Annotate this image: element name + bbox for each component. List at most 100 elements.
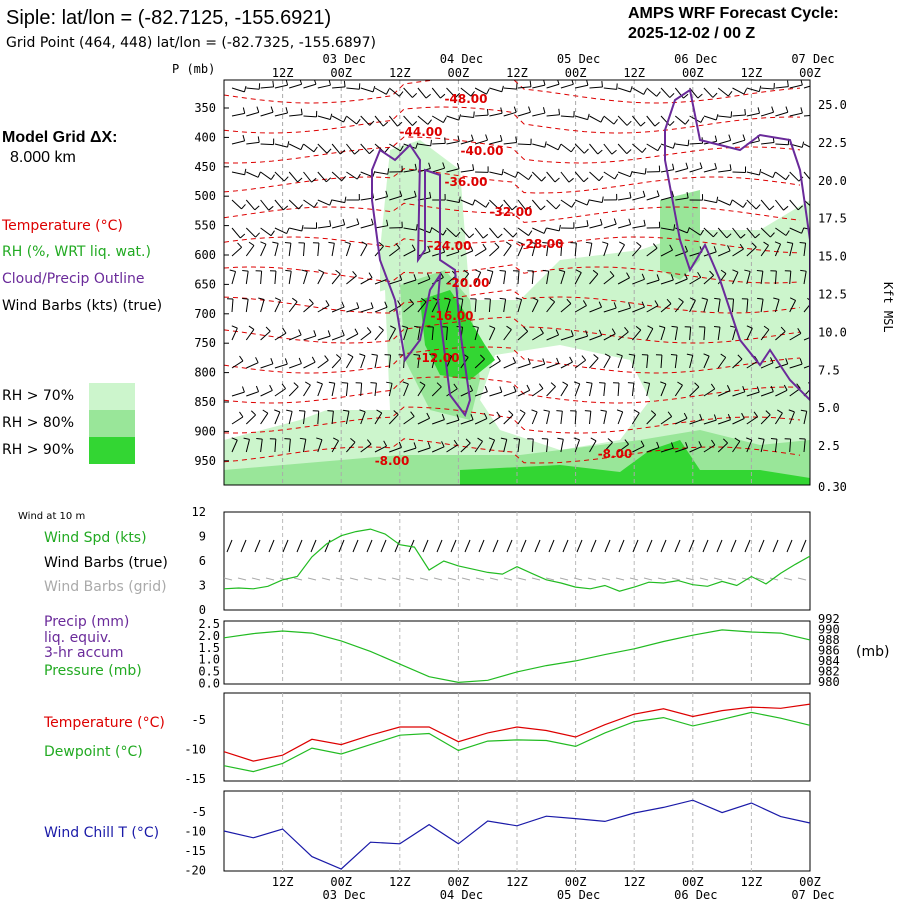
- wind-barb: [689, 419, 703, 425]
- wind-barb: [289, 334, 302, 341]
- wind-barb: [760, 171, 774, 179]
- wind-barb: [660, 249, 673, 257]
- surface-wind-barb-true: [576, 539, 583, 553]
- wind-barb-flag: [326, 148, 332, 154]
- surface-wind-barb-grid: [545, 577, 555, 581]
- surface-wind-barb-grid: [601, 577, 611, 581]
- wind-barb-flag: [569, 356, 573, 363]
- wind-barb-flag: [540, 205, 546, 211]
- wind-barb-flag: [412, 92, 418, 98]
- wind-barb-flag: [370, 218, 374, 225]
- wind-barb-flag: [686, 353, 693, 356]
- wind-barb: [489, 360, 501, 369]
- wind-barb: [789, 243, 794, 257]
- temperature-contour-label: -48.00: [445, 92, 488, 106]
- wind-barb: [503, 391, 517, 397]
- wind-barb: [260, 86, 274, 89]
- wind-barb-flag: [720, 353, 726, 358]
- wind-barb: [417, 87, 427, 99]
- wind-barb-flag: [482, 233, 489, 239]
- wind-barb-flag: [785, 106, 789, 113]
- wind-barb-flag: [324, 355, 329, 361]
- pressure-ytick: 980: [818, 675, 840, 689]
- wind-barb: [617, 443, 629, 453]
- wind-barb-flag: [590, 437, 597, 442]
- legend-liq-equiv: liq. equiv.: [44, 630, 111, 646]
- wind-barb-flag: [556, 357, 560, 364]
- wind-barb-flag: [550, 382, 556, 387]
- wind-barb-flag: [650, 410, 657, 415]
- wind-barb: [789, 363, 803, 369]
- wind-barb: [288, 411, 293, 425]
- wind-barb: [660, 87, 671, 98]
- wind-barb: [675, 143, 689, 147]
- wind-barb: [460, 299, 464, 313]
- surface-wind-barb-true: [618, 539, 625, 553]
- wind-barb-flag: [472, 325, 479, 328]
- wind-barb-flag: [788, 409, 795, 413]
- wind-barb: [446, 388, 458, 397]
- surface-wind-barb-grid: [293, 577, 303, 581]
- surface-wind-barb-true: [632, 539, 639, 553]
- wind-barb-flag: [325, 300, 330, 306]
- wind-barb: [574, 171, 585, 183]
- legend-wind-barbs: Wind Barbs (kts) (true): [2, 298, 162, 314]
- wind-barb-flag: [633, 409, 640, 414]
- wind-barb: [517, 227, 529, 236]
- top-hour-label: 12Z: [623, 66, 645, 80]
- wind-barb-flag: [699, 413, 703, 420]
- wind-barb: [317, 359, 329, 369]
- legend-pressure: Pressure (mb): [44, 663, 142, 679]
- wind-barb: [503, 141, 517, 145]
- wind-barb-flag: [800, 107, 803, 114]
- wind-barb-flag: [609, 271, 615, 277]
- wind-barb-flag: [329, 113, 333, 120]
- wind-barb: [603, 87, 617, 90]
- wind-barb: [432, 251, 445, 257]
- top-hour-label: 00Z: [330, 66, 352, 80]
- surface-wind-barb-true: [254, 539, 261, 553]
- wind-barb: [560, 199, 572, 208]
- wind-barb: [632, 278, 645, 285]
- legend-rh70: RH > 70%: [2, 388, 74, 404]
- wind-barb-flag: [397, 121, 403, 127]
- wind-barb-flag: [571, 201, 576, 208]
- surface-wind-barb-grid: [391, 577, 401, 581]
- wind-barb-flag: [531, 409, 538, 413]
- wind-barb-flag: [458, 114, 462, 121]
- wind-barb-flag: [399, 145, 404, 152]
- wind-barb-flag: [558, 269, 565, 273]
- surface-wind-barb-true: [562, 539, 569, 553]
- wind-barb-flag: [386, 219, 389, 226]
- temperature-contour-label: -44.00: [400, 125, 443, 139]
- wind-barb: [760, 111, 774, 117]
- wind-barb-flag: [429, 226, 433, 233]
- wind-barb-flag: [300, 144, 304, 150]
- wind-barb-flag: [483, 412, 488, 419]
- wind-barb-flag: [427, 245, 431, 252]
- wind-barb-flag: [359, 409, 366, 413]
- wind-barb: [317, 410, 320, 425]
- wind-barb: [718, 139, 731, 145]
- wind-barb: [289, 83, 302, 89]
- wind-barb: [603, 442, 613, 453]
- wind-barb-flag: [498, 204, 504, 210]
- wind-barb-flag: [515, 136, 518, 143]
- wind-barb: [675, 167, 688, 173]
- legend-rh90: RH > 90%: [2, 442, 74, 458]
- wind-barb-flag: [770, 357, 774, 364]
- wind-barb-flag: [255, 385, 260, 392]
- wind-barb-flag: [415, 142, 419, 149]
- height-tick-label: 25.0: [818, 98, 847, 112]
- surface-wind-barb-true: [660, 539, 667, 553]
- windchill-panel-frame: [223, 790, 811, 872]
- wind-barb-flag: [356, 118, 361, 125]
- wind-barb: [717, 299, 721, 313]
- wind-barb: [303, 143, 315, 153]
- surface-wind-barb-true: [604, 539, 611, 553]
- wind-barb-flag: [513, 106, 517, 113]
- wind-barb-flag: [231, 437, 238, 441]
- wind-barb-flag: [477, 437, 483, 442]
- wind-barb: [660, 115, 671, 126]
- wind-barb-flag: [499, 269, 506, 272]
